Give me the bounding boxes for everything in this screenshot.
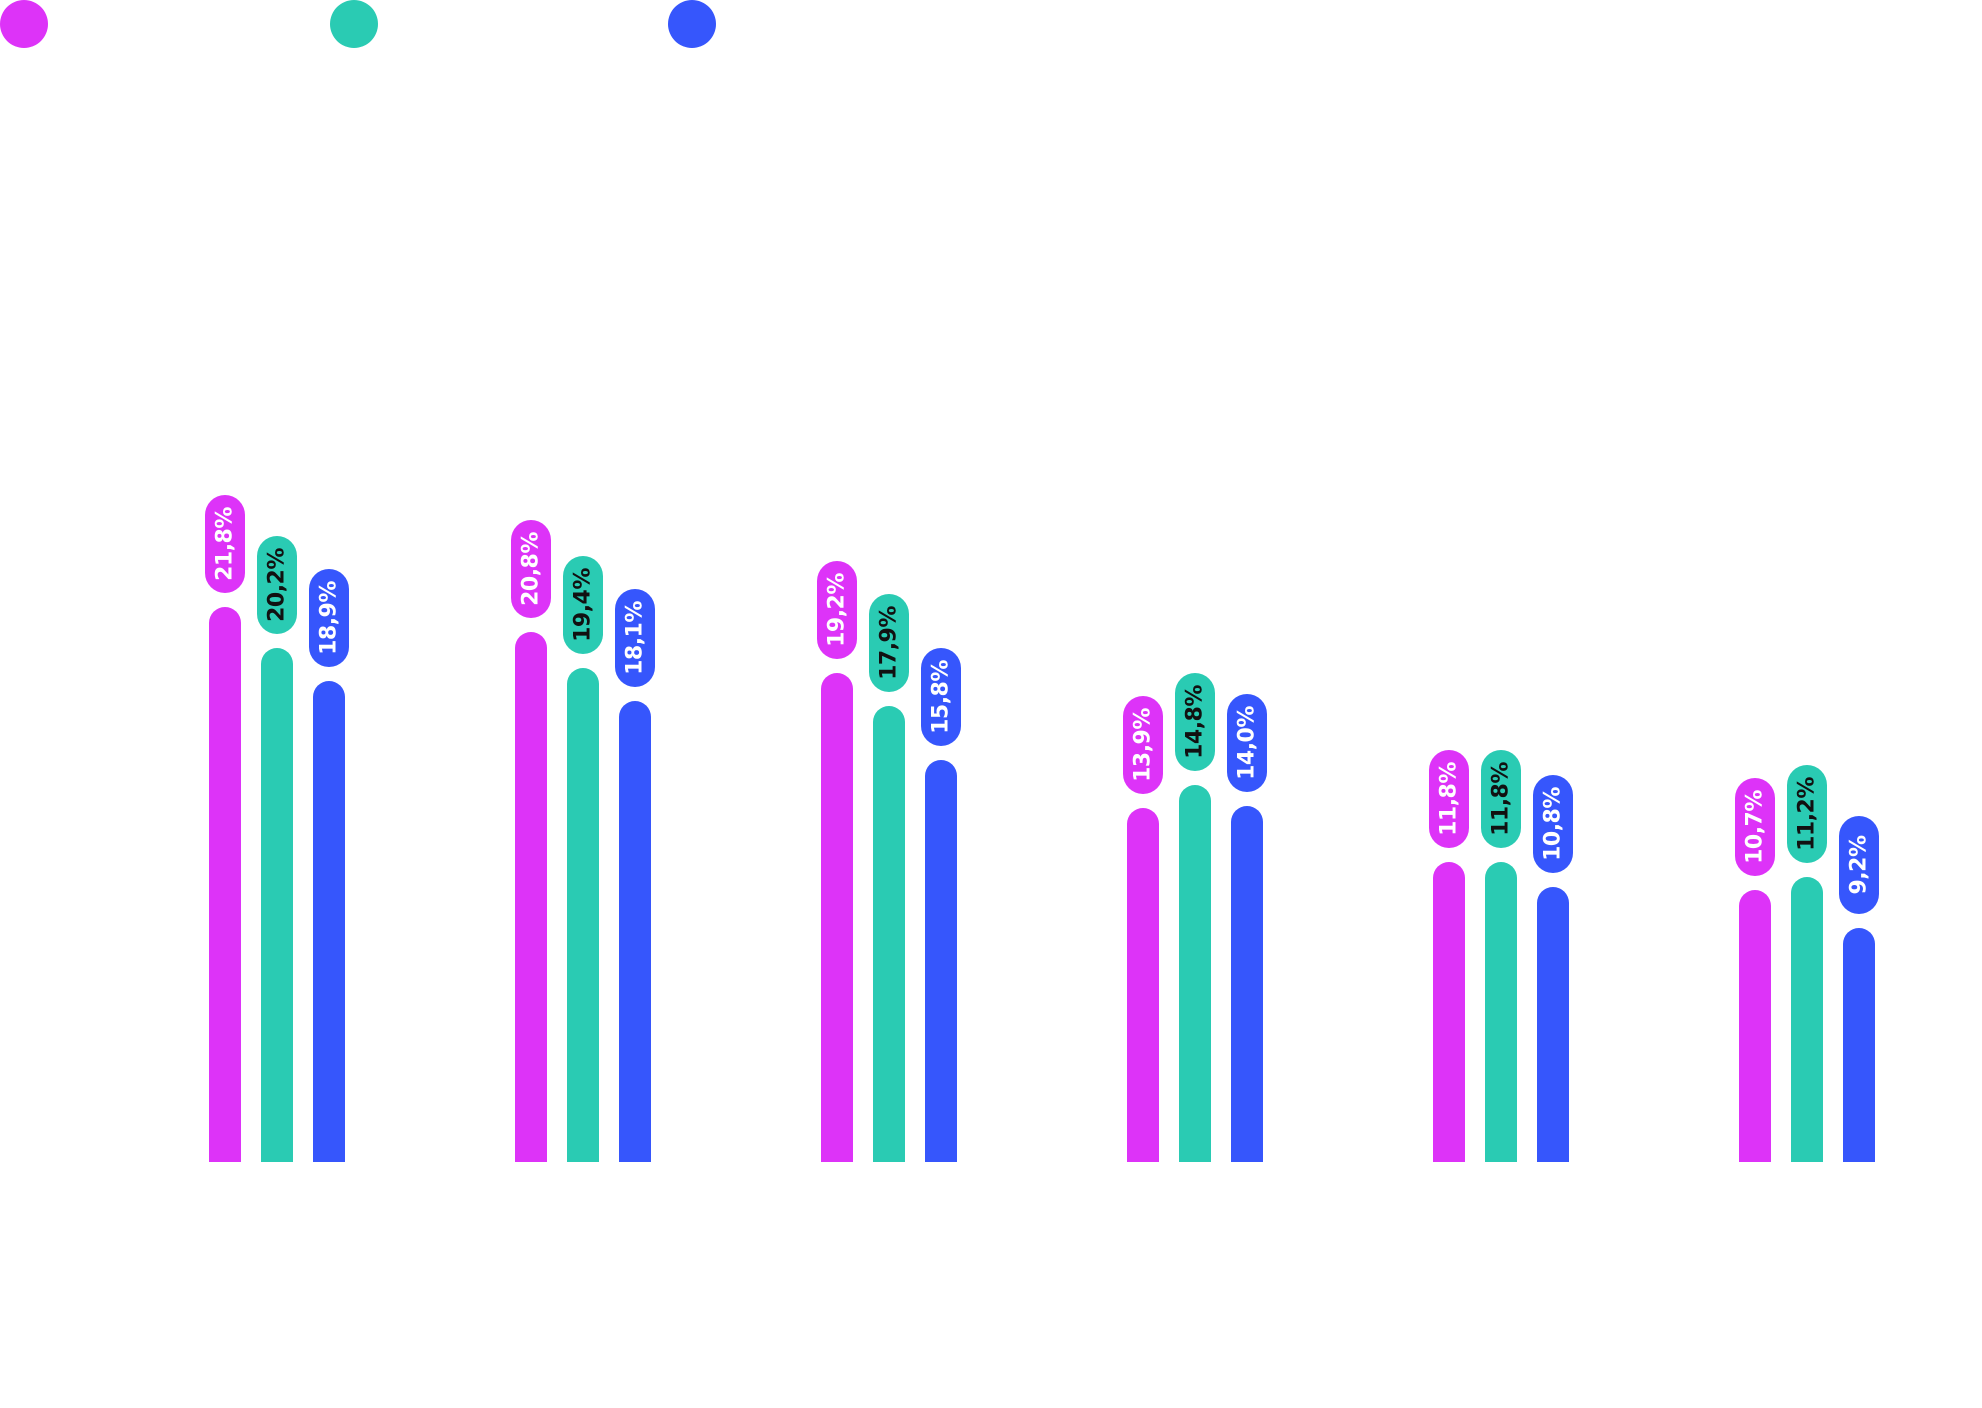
data-label-pill: 21,8%	[205, 495, 245, 593]
data-label: 20,2%	[264, 547, 290, 622]
bar-series-1-group-2	[515, 632, 547, 1162]
data-label: 17,9%	[876, 606, 902, 681]
data-label-pill: 19,2%	[817, 561, 857, 660]
bar-series-3-group-1	[313, 680, 345, 1162]
data-label-pill: 15,8%	[921, 647, 961, 746]
data-label-pill: 11,8%	[1481, 749, 1521, 848]
bar-series-1-group-5	[1433, 861, 1465, 1162]
legend-dot-series-3	[668, 0, 716, 48]
data-label: 14,0%	[1234, 705, 1260, 780]
data-label-pill: 20,2%	[257, 535, 297, 634]
legend-dot-series-2	[330, 0, 378, 48]
data-label-pill: 10,7%	[1735, 777, 1775, 876]
bar-series-3-group-4	[1231, 805, 1263, 1162]
bar-series-3-group-5	[1537, 887, 1569, 1162]
data-label-pill: 9,2%	[1839, 815, 1879, 914]
data-label: 11,8%	[1436, 761, 1462, 836]
data-label-pill: 18,9%	[309, 568, 349, 667]
data-label: 19,2%	[824, 573, 850, 648]
data-label-pill: 13,9%	[1123, 696, 1163, 795]
data-label: 9,2%	[1846, 835, 1872, 895]
bar-series-2-group-5	[1485, 861, 1517, 1162]
bar-series-1-group-4	[1127, 808, 1159, 1162]
data-label-pill: 14,0%	[1227, 693, 1267, 792]
bar-series-3-group-2	[619, 701, 651, 1162]
bar-series-2-group-2	[567, 668, 599, 1162]
data-label: 10,7%	[1742, 789, 1768, 864]
data-label-pill: 14,8%	[1175, 673, 1215, 772]
data-label-pill: 17,9%	[869, 594, 909, 693]
data-label: 21,8%	[212, 507, 238, 581]
bar-series-2-group-1	[261, 647, 293, 1162]
data-label: 13,9%	[1130, 708, 1156, 783]
data-label: 18,1%	[622, 601, 648, 676]
data-label-pill: 20,8%	[511, 520, 551, 619]
data-label-pill: 11,8%	[1429, 749, 1469, 848]
bar-series-2-group-4	[1179, 785, 1211, 1162]
bar-series-3-group-3	[925, 759, 957, 1162]
data-label: 11,2%	[1794, 776, 1820, 851]
bar-series-1-group-6	[1739, 889, 1771, 1162]
bar-series-2-group-6	[1791, 876, 1823, 1162]
bar-series-1-group-3	[821, 673, 853, 1162]
data-label-pill: 10,8%	[1533, 775, 1573, 874]
bar-series-1-group-1	[209, 607, 241, 1162]
bar-series-3-group-6	[1843, 927, 1875, 1162]
data-label: 10,8%	[1540, 787, 1566, 861]
data-label: 11,8%	[1488, 761, 1514, 836]
bar-series-2-group-3	[873, 706, 905, 1162]
data-label: 18,9%	[316, 580, 342, 655]
data-label: 20,8%	[518, 532, 544, 607]
data-label-pill: 19,4%	[563, 556, 603, 655]
data-label-pill: 18,1%	[615, 589, 655, 688]
data-label: 19,4%	[570, 568, 596, 643]
data-label: 15,8%	[928, 659, 954, 734]
legend-dot-series-1	[0, 0, 48, 48]
data-label: 14,8%	[1182, 685, 1208, 760]
data-label-pill: 11,2%	[1787, 764, 1827, 863]
